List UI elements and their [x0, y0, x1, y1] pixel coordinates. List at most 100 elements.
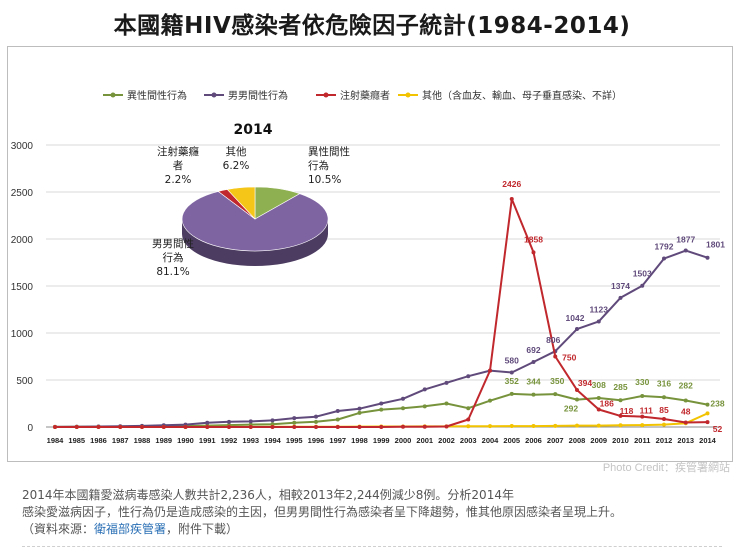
data-point: [183, 425, 188, 429]
data-point: [466, 374, 471, 379]
data-label: 111: [640, 406, 654, 416]
data-point: [683, 398, 688, 403]
legend-marker: [211, 92, 217, 98]
pie-label: 10.5%: [308, 174, 341, 186]
data-point: [575, 423, 579, 428]
data-label: 308: [592, 380, 606, 390]
data-point: [357, 410, 362, 415]
data-point: [444, 401, 449, 406]
x-tick-label: 1987: [112, 436, 129, 445]
data-label: 806: [546, 335, 560, 345]
data-point: [575, 327, 579, 332]
data-point: [379, 407, 384, 412]
data-point: [270, 425, 275, 429]
x-tick-label: 1984: [47, 436, 65, 445]
data-point: [531, 392, 536, 397]
y-tick-label: 3000: [11, 141, 34, 152]
data-label: 1877: [676, 235, 695, 245]
x-tick-label: 1993: [242, 436, 259, 445]
photo-credit: Photo Credit：疾管署網站: [602, 462, 730, 474]
page-title: 本國籍HIV感染者依危險因子統計(1984-2014): [113, 13, 631, 39]
data-point: [335, 417, 340, 422]
data-label: 2426: [502, 179, 521, 189]
x-tick-label: 2003: [460, 436, 477, 445]
data-point: [422, 404, 427, 409]
divider: [22, 546, 722, 547]
x-tick-label: 1985: [68, 436, 85, 445]
x-tick-label: 2008: [569, 436, 586, 445]
data-point: [662, 256, 666, 261]
x-tick-label: 1990: [177, 436, 194, 445]
chart-svg: 異性間性行為 男男間性行為 注射藥癮者 其他（含血友、輸血、母子垂直感染、不詳） 05…: [11, 89, 725, 445]
data-point: [74, 425, 79, 429]
legend-label: 其他（含血友、輸血、母子垂直感染、不詳）: [422, 89, 622, 102]
pie-slice: [226, 186, 256, 220]
data-point: [466, 406, 471, 411]
chart-legend: 異性間性行為 男男間性行為 注射藥癮者 其他（含血友、輸血、母子垂直感染、不詳）: [103, 89, 622, 102]
data-point: [596, 319, 601, 324]
data-point: [292, 420, 297, 425]
data-label: 1374: [611, 281, 630, 291]
caption-prefix: （資料來源：: [22, 522, 95, 536]
data-point: [509, 424, 514, 429]
data-point: [270, 418, 275, 423]
data-point: [618, 295, 623, 300]
source-link[interactable]: 衛福部疾管署: [94, 522, 167, 536]
data-point: [488, 424, 492, 429]
data-point: [248, 425, 253, 429]
data-point: [705, 420, 710, 425]
data-label: 1042: [566, 313, 585, 323]
data-point: [335, 425, 340, 429]
x-tick-label: 2005: [503, 436, 520, 445]
data-label: 282: [679, 380, 693, 390]
data-label: 1503: [633, 269, 652, 279]
data-label: 692: [526, 345, 540, 355]
data-point: [314, 414, 318, 419]
caption-line-2: 感染愛滋病因子，性行為仍是造成感染的主因，但男男間性行為感染者呈下降趨勢，惟其他…: [22, 505, 623, 519]
chart-data-labels: 352 344 350 292 308 285 330 316 282 238 580 692 806 1…: [502, 179, 725, 434]
pie-label: 者: [173, 160, 184, 172]
chart-series: [53, 196, 710, 429]
x-tick-label: 2014: [699, 436, 717, 445]
data-point: [488, 368, 492, 373]
data-point: [401, 396, 405, 401]
data-point: [227, 419, 231, 424]
pie-label: 男男間性: [152, 237, 194, 250]
data-point: [640, 423, 645, 428]
legend-marker: [405, 92, 411, 98]
data-point: [705, 255, 710, 260]
data-point: [205, 420, 210, 425]
x-tick-label: 2009: [590, 436, 607, 445]
pie-label: 6.2%: [223, 160, 250, 172]
data-point: [705, 411, 710, 416]
x-tick-label: 2001: [416, 436, 433, 445]
x-tick-label: 2010: [612, 436, 629, 445]
data-point: [118, 425, 123, 429]
series-line: [55, 198, 708, 428]
pie-label: 異性間性: [308, 145, 350, 158]
x-tick-label: 1997: [329, 436, 346, 445]
data-label: 1123: [590, 304, 609, 314]
data-point: [618, 398, 623, 403]
y-tick-label: 1000: [11, 329, 34, 340]
data-point: [444, 380, 449, 385]
caption-line-3: （資料來源：衛福部疾管署，附件下載）: [22, 521, 734, 538]
data-point: [140, 425, 144, 429]
y-tick-label: 0: [27, 423, 33, 434]
data-point: [96, 425, 101, 429]
data-label: 1858: [524, 234, 543, 244]
data-point: [662, 395, 666, 400]
legend-label: 注射藥癮者: [340, 89, 390, 102]
data-point: [705, 402, 710, 407]
data-point: [205, 425, 210, 429]
data-point: [314, 419, 318, 424]
pie-side-wall: [182, 219, 328, 266]
x-axis: 1984 1985 1986 1987 1988 1989 1990 1991 1992 1993…: [47, 436, 717, 445]
x-tick-label: 2006: [525, 436, 542, 445]
data-point: [575, 397, 579, 402]
data-point: [227, 425, 231, 429]
data-point: [531, 424, 536, 429]
data-label: 292: [564, 404, 578, 414]
x-tick-label: 2013: [677, 436, 694, 445]
legend-marker: [110, 92, 116, 98]
